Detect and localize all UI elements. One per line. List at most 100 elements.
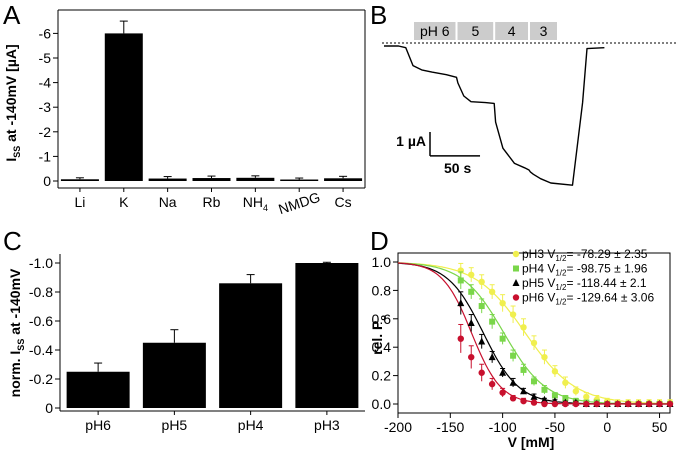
data-point-circle: [624, 400, 632, 408]
ph-step-label: pH 6: [420, 23, 450, 39]
panel-a-x-tick-label: NMDG: [276, 189, 322, 217]
data-point-circle: [488, 288, 496, 296]
panel-d-x-tick-label: -100: [489, 419, 517, 435]
data-point-circle: [666, 400, 674, 408]
panel-label-b: B: [370, 0, 387, 30]
ph-step-label: 5: [471, 23, 479, 39]
data-point-circle: [541, 353, 548, 361]
data-point-circle: [520, 397, 527, 405]
data-point-square: [499, 335, 506, 342]
scale-bar-current-label: 1 µA: [396, 133, 426, 149]
data-point-circle: [562, 379, 569, 386]
panel-c-x-tick-label: pH4: [238, 417, 264, 433]
data-point-circle: [604, 400, 611, 408]
panel-a-y-tick-label: 0: [43, 173, 51, 189]
ph-step-box: [457, 22, 494, 40]
scale-bar-time-label: 50 s: [444, 160, 471, 176]
panel-a-bar: [236, 177, 275, 181]
panel-d-plot-frame: [397, 252, 671, 414]
panel-a-x-tick-label: Rb: [203, 194, 221, 210]
panel-d-x-tick-label: -200: [384, 419, 412, 435]
data-point-circle: [656, 400, 663, 408]
ph-step-label: 3: [540, 23, 548, 39]
data-point-triangle: [530, 392, 538, 400]
data-point-circle: [509, 395, 517, 402]
data-point-circle: [583, 393, 590, 401]
data-point-triangle: [478, 337, 486, 345]
data-point-circle: [551, 400, 559, 408]
panel-d-x-tick-label: -50: [545, 419, 565, 435]
panel-d-x-tick-label: 50: [652, 419, 668, 435]
data-point-square: [489, 318, 496, 325]
panel-c-y-tick-label: -0.4: [29, 342, 53, 358]
panel-c-bar: [219, 283, 283, 408]
legend-marker-circle: [512, 294, 520, 301]
panel-c-x-tick-label: pH6: [85, 417, 111, 433]
panel-c-y-axis-label: norm. ISS at -140mV: [7, 268, 26, 397]
data-point-circle: [468, 353, 475, 361]
data-point-circle: [468, 271, 475, 278]
data-point-square: [457, 277, 464, 284]
panel-a-bar: [324, 178, 363, 181]
data-point-square: [468, 288, 475, 295]
panel-c-y-tick-label: -0.2: [29, 371, 53, 387]
data-point-circle: [457, 335, 464, 342]
panel-c-bar: [66, 371, 130, 408]
ph-step-box: [530, 22, 557, 40]
panel-d-y-tick-label: 0.8: [372, 282, 392, 298]
data-point-circle: [488, 380, 496, 388]
data-point-circle: [478, 369, 485, 376]
ph-step-box: [414, 22, 456, 40]
data-point-circle: [635, 400, 642, 408]
ph-step-box: [495, 22, 528, 40]
panel-c-x-tick-label: pH5: [162, 417, 188, 433]
data-point-circle: [572, 400, 580, 408]
panel-d-y-tick-label: 0.4: [372, 339, 392, 355]
data-point-triangle: [467, 319, 475, 327]
panel-a-x-tick-label: K: [119, 194, 129, 210]
data-point-circle: [530, 399, 538, 406]
panel-a-y-tick-label: -4: [39, 75, 52, 91]
panel-a-x-tick-label: Li: [74, 194, 85, 210]
data-point-circle: [551, 368, 559, 375]
panel-d-x-axis-label: V [mM]: [508, 434, 555, 450]
panel-c-y-tick-label: -0.8: [29, 284, 53, 300]
panel-c-y-tick-label: -1.0: [29, 255, 53, 271]
panel-a-bar: [148, 178, 187, 181]
data-point-square: [510, 352, 517, 359]
panel-d-y-tick-label: 1.0: [372, 254, 392, 270]
panel-a-y-tick-label: -6: [39, 25, 52, 41]
ph-step-label: 4: [508, 23, 516, 39]
legend-entry: pH4 V1/2= -98.75 ± 1.96: [522, 262, 648, 278]
legend-marker-triangle: [512, 279, 520, 286]
data-point-circle: [614, 400, 621, 408]
data-point-circle: [645, 400, 653, 408]
data-point-triangle: [457, 299, 465, 307]
data-point-triangle: [540, 395, 548, 403]
panel-a-y-tick-label: -1: [39, 148, 52, 164]
panel-d-open-probability-chart: rel. Po V [mM] -200 -150 -100 -50 0 50 0.0 0.2 0…: [369, 247, 674, 450]
panel-a-x-tick-label: Cs: [335, 194, 352, 210]
panel-d-y-tick-label: 0.6: [372, 311, 392, 327]
data-point-circle: [530, 339, 538, 347]
data-point-circle: [499, 389, 506, 396]
data-point-triangle: [520, 387, 528, 395]
data-point-circle: [562, 400, 569, 408]
legend-entry: pH3 V1/2= -78.29 ± 2.35: [522, 247, 648, 263]
panel-label-a: A: [3, 0, 21, 30]
panel-a-bar: [192, 178, 231, 181]
panel-d-x-tick-label: -150: [436, 419, 464, 435]
legend-marker-circle: [512, 250, 520, 258]
data-point-circle: [572, 388, 580, 395]
data-point-circle: [583, 400, 590, 408]
panel-a-ion-selectivity-chart: ISS at -140mV [µA] 0 -1 -2 -3 -4 -5 -6 Li K Na Rb N…: [3, 9, 366, 217]
panel-c-y-tick-label: -0.6: [29, 313, 53, 329]
data-point-circle: [541, 400, 548, 408]
panel-a-x-tick-label: Na: [159, 194, 177, 210]
data-point-square: [520, 366, 527, 373]
panel-c-x-tick-label: pH3: [314, 417, 340, 433]
panel-a-bar: [280, 179, 319, 181]
legend-entry: pH5 V1/2= -118.44 ± 2.1: [522, 276, 647, 292]
panel-a-y-tick-label: -5: [39, 50, 52, 66]
data-point-triangle: [488, 353, 496, 361]
